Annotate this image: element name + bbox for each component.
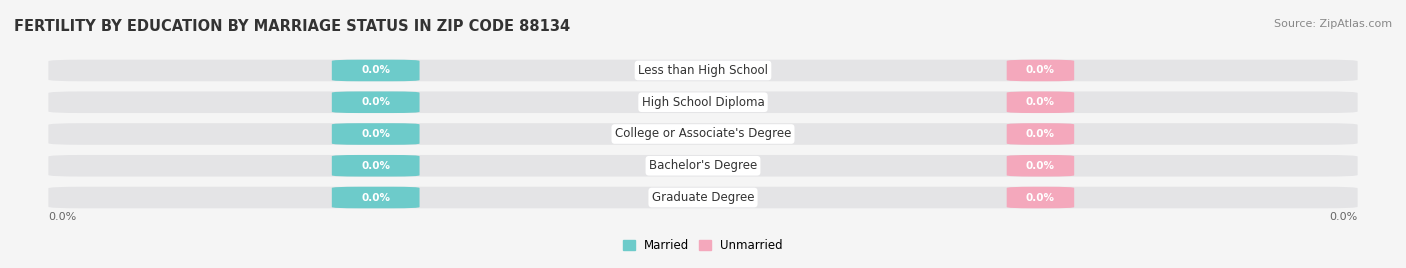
Text: 0.0%: 0.0% — [1026, 65, 1054, 76]
Text: FERTILITY BY EDUCATION BY MARRIAGE STATUS IN ZIP CODE 88134: FERTILITY BY EDUCATION BY MARRIAGE STATU… — [14, 19, 571, 34]
FancyBboxPatch shape — [332, 155, 419, 177]
Text: 0.0%: 0.0% — [1330, 212, 1358, 222]
FancyBboxPatch shape — [332, 123, 419, 145]
FancyBboxPatch shape — [1007, 91, 1074, 113]
FancyBboxPatch shape — [1007, 123, 1074, 145]
Text: 0.0%: 0.0% — [361, 192, 391, 203]
FancyBboxPatch shape — [332, 187, 419, 208]
FancyBboxPatch shape — [48, 187, 1358, 208]
Text: 0.0%: 0.0% — [361, 129, 391, 139]
FancyBboxPatch shape — [1007, 187, 1074, 208]
Text: 0.0%: 0.0% — [1026, 161, 1054, 171]
Text: Source: ZipAtlas.com: Source: ZipAtlas.com — [1274, 19, 1392, 29]
Text: 0.0%: 0.0% — [361, 161, 391, 171]
FancyBboxPatch shape — [48, 60, 1358, 81]
FancyBboxPatch shape — [48, 155, 1358, 177]
Legend: Married, Unmarried: Married, Unmarried — [619, 234, 787, 257]
Text: 0.0%: 0.0% — [1026, 97, 1054, 107]
FancyBboxPatch shape — [48, 91, 1358, 113]
FancyBboxPatch shape — [1007, 155, 1074, 177]
Text: Bachelor's Degree: Bachelor's Degree — [650, 159, 756, 172]
Text: Graduate Degree: Graduate Degree — [652, 191, 754, 204]
Text: 0.0%: 0.0% — [1026, 129, 1054, 139]
FancyBboxPatch shape — [48, 123, 1358, 145]
Text: 0.0%: 0.0% — [48, 212, 76, 222]
FancyBboxPatch shape — [332, 60, 419, 81]
Text: 0.0%: 0.0% — [1026, 192, 1054, 203]
Text: 0.0%: 0.0% — [361, 97, 391, 107]
FancyBboxPatch shape — [332, 91, 419, 113]
Text: High School Diploma: High School Diploma — [641, 96, 765, 109]
Text: College or Associate's Degree: College or Associate's Degree — [614, 128, 792, 140]
FancyBboxPatch shape — [1007, 60, 1074, 81]
Text: Less than High School: Less than High School — [638, 64, 768, 77]
Text: 0.0%: 0.0% — [361, 65, 391, 76]
